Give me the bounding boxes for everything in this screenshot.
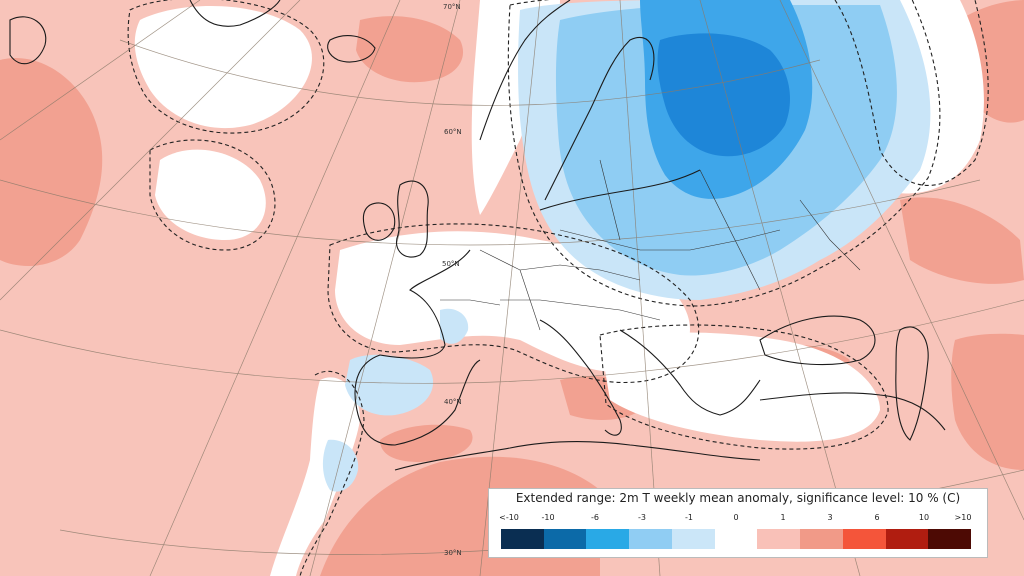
significance-contours (127, 0, 989, 576)
border-line (500, 299, 661, 321)
coastline-italy (539, 319, 622, 436)
coastline-caspian (895, 326, 929, 441)
border-line (799, 199, 861, 271)
contour-atlantic (127, 0, 325, 134)
meridian-line (0, 0, 301, 301)
legend-swatch (714, 529, 758, 549)
border-line (479, 249, 641, 281)
legend-ticks: <-10 -10 -6 -3 -1 0 1 3 6 10 >10 (499, 513, 972, 525)
meridian-line (309, 0, 461, 576)
cold-anomaly-light-iberia (345, 354, 434, 416)
latitude-label: 50°N (442, 260, 460, 268)
meridian-line (779, 0, 1024, 521)
cold-anomaly-core (657, 33, 790, 157)
legend-tick-label: >10 (954, 513, 972, 522)
latitude-line (0, 299, 1024, 384)
legend-swatch (671, 529, 715, 549)
legend-swatch (629, 529, 672, 549)
meridian-line (149, 0, 401, 576)
neutral-region-iberia-west (270, 377, 360, 576)
contour-balkans (599, 324, 889, 450)
latitude-line (119, 39, 821, 106)
contour-europe (327, 223, 700, 384)
warm-patch-east (951, 333, 1024, 470)
legend-swatch (501, 529, 544, 549)
legend-swatch (928, 529, 972, 549)
legend-swatch (757, 529, 801, 549)
border-line (699, 169, 761, 291)
contour-east (507, 0, 941, 307)
border-line (559, 229, 781, 251)
legend-tick-label: 1 (780, 513, 786, 522)
country-borders (440, 159, 861, 331)
legend-swatch (885, 529, 929, 549)
cold-anomaly-light-biscay (440, 308, 469, 344)
latitude-label: 30°N (444, 549, 462, 557)
border-line (519, 269, 541, 331)
neutral-region-atlantic-mid (155, 149, 266, 240)
contour-iberia (299, 370, 365, 576)
latitude-labels: 70°N 60°N 50°N 40°N 30°N (442, 3, 462, 557)
meridian-line (0, 0, 201, 141)
coastline-north-africa (394, 441, 761, 471)
coastline-france-iberia (354, 249, 481, 446)
legend-tick-label: -10 (541, 513, 555, 522)
latitude-label: 60°N (444, 128, 462, 136)
warm-patch-iberia-south (380, 424, 473, 462)
legend-colorbar (501, 529, 972, 549)
contour-atlantic-mid (149, 139, 276, 251)
coastline-balkans-greece (619, 329, 761, 416)
coastline-britain (396, 180, 429, 258)
legend-tick-label: -1 (685, 513, 693, 522)
meridian-line (479, 0, 541, 576)
legend-swatch (543, 529, 587, 549)
legend-swatch (800, 529, 843, 549)
coastline-baltic (539, 169, 701, 211)
legend-title: Extended range: 2m T weekly mean anomaly… (515, 491, 961, 505)
latitude-line (0, 179, 981, 246)
warm-patch-atlantic-west (0, 58, 103, 266)
coastline-iceland (327, 35, 376, 63)
legend-tick-label: 10 (918, 513, 930, 522)
meridian-line (619, 0, 661, 576)
coastline-greenland (189, 0, 281, 27)
legend-tick-label: 6 (874, 513, 880, 522)
coastline-svalbard (9, 16, 47, 65)
legend-tick-label: 0 (733, 513, 739, 522)
coastlines (9, 0, 946, 471)
meridian-line (699, 0, 861, 576)
border-line (599, 159, 621, 241)
latitude-label: 40°N (444, 398, 462, 406)
neutral-region-greenland-sea (134, 6, 312, 129)
legend: Extended range: 2m T weekly mean anomaly… (488, 488, 988, 558)
neutral-region-balkans (600, 332, 880, 442)
coastline-turkey (759, 392, 946, 431)
coastline-black-sea (759, 315, 876, 366)
legend-swatch (586, 529, 630, 549)
legend-tick-label: -3 (638, 513, 646, 522)
legend-tick-label: -6 (591, 513, 599, 522)
latitude-label: 70°N (443, 3, 461, 11)
legend-tick-label: 3 (827, 513, 833, 522)
border-line (440, 299, 501, 306)
warm-patch-caspian (900, 197, 1024, 284)
cold-anomaly-light-morocco (322, 439, 359, 492)
legend-tick-label: <-10 (499, 513, 519, 522)
coastline-norway (479, 0, 571, 141)
coastline-sweden-finland (544, 37, 655, 201)
warm-patch-iceland (356, 16, 464, 83)
coastline-ireland (362, 202, 396, 241)
legend-swatch (842, 529, 886, 549)
